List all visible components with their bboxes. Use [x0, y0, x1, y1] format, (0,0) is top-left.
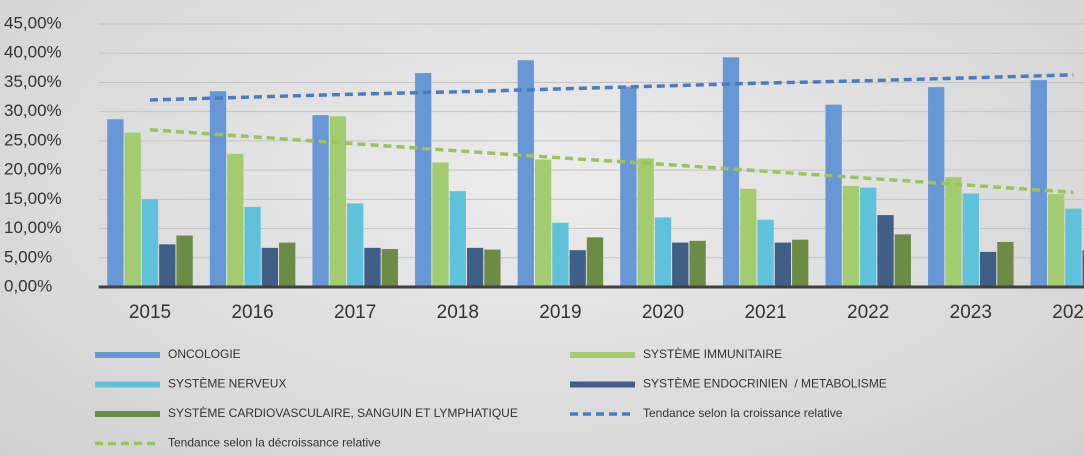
- bar: [534, 159, 552, 287]
- bar: [124, 132, 141, 287]
- bar: [1065, 208, 1082, 287]
- bar: [945, 177, 962, 287]
- bar: [689, 240, 706, 287]
- bar: [757, 219, 774, 287]
- bar: [569, 250, 586, 287]
- x-tick-label: 2018: [437, 302, 479, 323]
- y-tick-label: 20,00%: [4, 160, 62, 179]
- y-tick-label: 10,00%: [4, 218, 62, 237]
- bar: [842, 185, 860, 287]
- bar: [654, 217, 672, 287]
- legend-label: SYSTÈME IMMUNITAIRE: [643, 346, 782, 361]
- bar: [176, 235, 193, 287]
- bar: [894, 234, 911, 287]
- bar: [825, 104, 842, 287]
- bar: [261, 247, 279, 287]
- bar: [244, 206, 261, 287]
- bar: [722, 57, 740, 288]
- x-tick-label: 2019: [539, 302, 581, 323]
- x-tick-label: 2020: [642, 302, 684, 323]
- bar: [637, 158, 654, 287]
- bar: [279, 242, 296, 287]
- bar: [774, 242, 792, 287]
- bar: [962, 193, 979, 287]
- bar: [466, 247, 484, 287]
- bar: [672, 242, 689, 287]
- legend-label: ONCOLOGIE: [168, 347, 241, 361]
- bar: [860, 187, 877, 287]
- bar: [364, 247, 381, 287]
- x-tick-label: 2021: [744, 302, 786, 323]
- bar: [517, 60, 534, 288]
- bar: [552, 222, 569, 287]
- bar: [586, 237, 604, 287]
- legend-label: Tendance selon la décroissance relative: [168, 436, 381, 450]
- bar: [1030, 80, 1047, 288]
- bar: [415, 73, 432, 288]
- bar: [141, 199, 159, 287]
- y-tick-label: 25,00%: [4, 130, 62, 149]
- x-tick-label: 2016: [231, 302, 273, 323]
- bar: [740, 188, 757, 287]
- y-tick-label: 0,00%: [4, 276, 52, 295]
- bar: [979, 251, 997, 287]
- y-tick-label: 15,00%: [4, 189, 62, 208]
- bar: [107, 119, 124, 288]
- y-tick-label: 40,00%: [4, 43, 62, 62]
- trend-line: [149, 128, 1074, 195]
- x-tick-label: 2024: [1052, 302, 1084, 323]
- bar: [997, 241, 1014, 287]
- y-tick-label: 45,00%: [4, 13, 62, 32]
- bar: [484, 249, 501, 287]
- legend-label: SYSTÈME ENDOCRINIEN / METABOLISME: [643, 376, 887, 391]
- bar: [159, 244, 176, 287]
- y-tick-label: 30,00%: [4, 101, 62, 120]
- trend-line: [149, 73, 1074, 102]
- x-tick-label: 2017: [334, 302, 376, 323]
- bar: [792, 239, 809, 287]
- bar: [227, 153, 244, 287]
- y-tick-label: 35,00%: [4, 72, 62, 91]
- bar: [877, 215, 894, 287]
- x-tick-label: 2022: [847, 302, 889, 323]
- bar: [432, 162, 449, 287]
- bar: [928, 87, 945, 288]
- legend-label: SYSTÈME NERVEUX: [168, 376, 286, 391]
- legend-label: SYSTÈME CARDIOVASCULAIRE, SANGUIN ET LYM…: [168, 405, 518, 420]
- bar: [449, 191, 466, 287]
- bar: [209, 91, 227, 287]
- x-tick-label: 2015: [129, 302, 171, 323]
- bar: [620, 86, 637, 287]
- y-tick-label: 5,00%: [4, 247, 52, 266]
- x-tick-label: 2023: [950, 302, 992, 323]
- bar: [312, 115, 329, 287]
- legend-label: Tendance selon la croissance relative: [643, 406, 843, 420]
- bar: [381, 249, 398, 287]
- bar: [1047, 194, 1065, 287]
- bar: [347, 203, 364, 287]
- bar: [1082, 250, 1084, 287]
- bar: [329, 116, 347, 287]
